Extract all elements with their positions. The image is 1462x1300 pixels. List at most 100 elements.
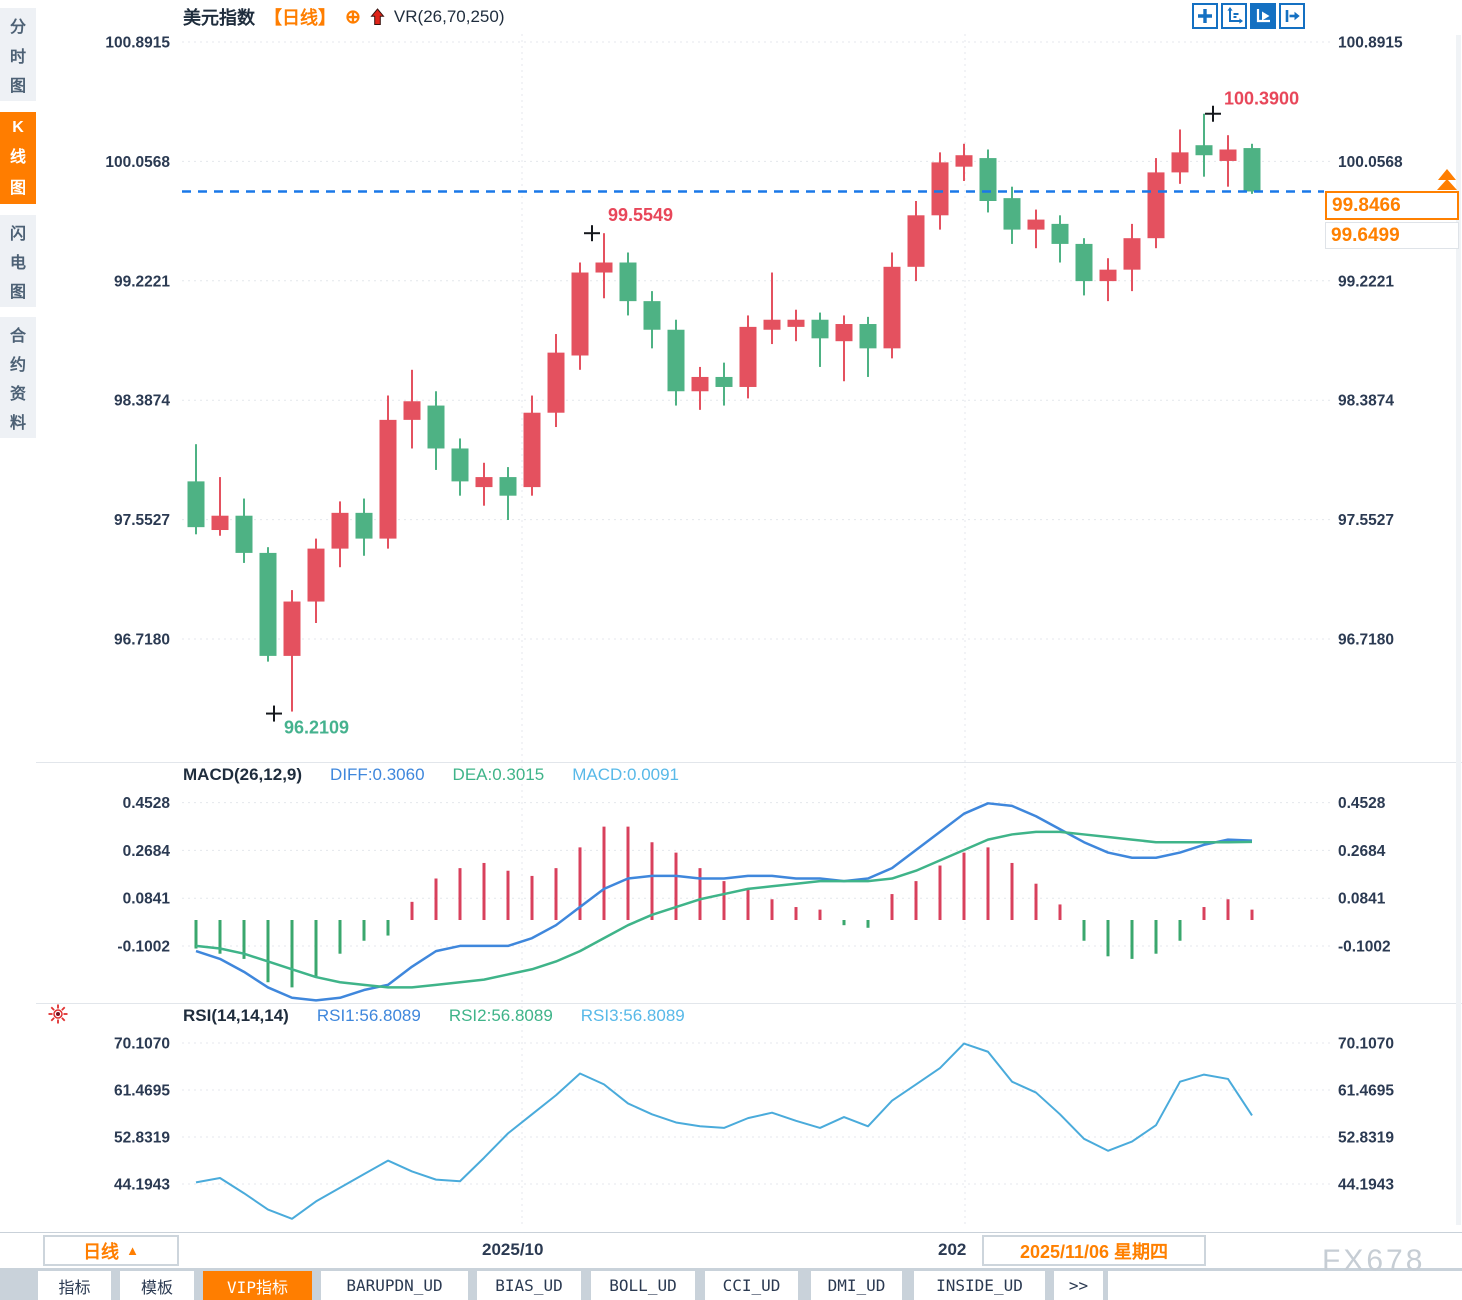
time-axis-row: 日线 ▲ 2025/10 202 2025/11/06 星期四 — [0, 1232, 1462, 1268]
period-label[interactable]: 【日线】 — [264, 8, 336, 28]
y-tick-left: 97.5527 — [114, 512, 170, 529]
sidebar-tab-char: 线 — [9, 149, 26, 166]
sidebar-tab-char: 分 — [9, 19, 26, 37]
axis-adjust-icon[interactable] — [1221, 3, 1247, 29]
cursor-date-box: 2025/11/06 星期四 — [982, 1235, 1206, 1266]
y-tick-left: 0.0841 — [123, 891, 171, 908]
macd-legend: MACD(26,12,9) DIFF:0.3060 DEA:0.3015 MACD:… — [183, 765, 679, 785]
candle-body-41 — [1171, 152, 1189, 173]
macd-legend-item-3: MACD:0.0091 — [572, 765, 680, 784]
pan-crosshair-icon[interactable] — [1192, 3, 1218, 29]
alarm-icon[interactable] — [48, 1004, 68, 1024]
candle-body-31 — [931, 162, 949, 216]
candle-body-39 — [1123, 238, 1141, 270]
candle-body-30 — [907, 215, 925, 267]
y-tick-right: 0.4528 — [1338, 795, 1386, 812]
y-tick-right: 99.2221 — [1338, 273, 1394, 290]
annotation-label: 100.3900 — [1224, 89, 1299, 109]
y-tick-left: 70.1070 — [114, 1036, 170, 1053]
candle-body-17 — [595, 262, 613, 273]
sidebar-tab-4[interactable]: 合约资料 — [0, 317, 36, 438]
macd-dea-line — [195, 830, 1253, 989]
sidebar-tab-char: K — [12, 118, 24, 136]
candle-body-42 — [1195, 145, 1213, 156]
y-tick-left: 96.7180 — [114, 632, 170, 649]
previous-price-tag: 99.6499 — [1325, 222, 1459, 249]
watermark: FX678 — [1322, 1244, 1426, 1277]
bottom-tab-barupdn_ud[interactable]: BARUPDN_UD — [321, 1271, 468, 1300]
macd-legend-item-2: DEA:0.3015 — [452, 765, 545, 784]
candle-body-37 — [1075, 243, 1093, 282]
y-tick-left: 100.0568 — [105, 154, 170, 171]
price-marker-arrows — [1437, 169, 1457, 190]
annotation-96.2109: 96.2109 — [266, 705, 349, 738]
y-tick-left: 44.1943 — [114, 1177, 170, 1194]
chart-canvas[interactable]: 100.8915 100.8915 100.0568 100.0568 99.2221 9… — [0, 0, 1462, 1232]
macd-legend-item-1: DIFF:0.3060 — [330, 765, 425, 784]
macd-diff-line — [195, 802, 1253, 1002]
y-tick-right: 100.0568 — [1338, 154, 1403, 171]
y-tick-left: 99.2221 — [114, 273, 170, 290]
period-selector[interactable]: 日线 ▲ — [43, 1235, 179, 1266]
candle-body-26 — [811, 319, 829, 339]
candle-body-10 — [427, 405, 445, 449]
annotation-label: 99.5549 — [608, 205, 673, 225]
chart-header: 美元指数 【日线】 ⊕ VR(26,70,250) — [183, 3, 505, 31]
bottom-tab-cci_ud[interactable]: CCI_UD — [705, 1271, 798, 1300]
y-tick-right: 0.2684 — [1338, 843, 1386, 860]
bottom-tab-inside_ud[interactable]: INSIDE_UD — [914, 1271, 1045, 1300]
candle-body-18 — [619, 262, 637, 302]
rsi-panel — [48, 1004, 1253, 1220]
candle-body-38 — [1099, 269, 1117, 282]
auto-follow-icon[interactable] — [1250, 3, 1276, 29]
candle-body-7 — [355, 512, 373, 539]
bottom-tab-dmi_ud[interactable]: DMI_UD — [811, 1271, 902, 1300]
bottom-tab-boll_ud[interactable]: BOLL_UD — [591, 1271, 695, 1300]
y-tick-right: 52.8319 — [1338, 1130, 1394, 1147]
sidebar-tab-char: 图 — [9, 179, 26, 197]
sidebar-tab-3[interactable]: 闪电图 — [0, 215, 36, 307]
period-selector-label: 日线 — [83, 1241, 120, 1262]
bottom-tab-vip[interactable]: VIP指标 — [203, 1271, 312, 1300]
annotation-label: 96.2109 — [284, 718, 349, 738]
candle-body-22 — [715, 376, 733, 387]
axis-date-label-1: 2025/10 — [482, 1240, 544, 1259]
period-selector-arrow-icon: ▲ — [126, 1243, 139, 1258]
add-indicator-icon[interactable]: ⊕ — [345, 6, 361, 28]
sidebar-tab-char: 闪 — [9, 226, 26, 243]
candle-body-43 — [1219, 149, 1237, 161]
annotation-100.3900: 100.3900 — [1205, 89, 1299, 122]
candle-body-27 — [835, 324, 853, 342]
sidebar-tab-char: 电 — [9, 255, 26, 272]
jump-to-latest-icon[interactable] — [1279, 3, 1305, 29]
y-tick-left: 0.2684 — [123, 843, 171, 860]
y-tick-left: 52.8319 — [114, 1130, 170, 1147]
candle-body-0 — [187, 481, 205, 528]
candle-body-11 — [451, 448, 469, 482]
bottom-tab-[interactable]: 指标 — [38, 1271, 111, 1300]
bottom-tab-bias_ud[interactable]: BIAS_UD — [477, 1271, 581, 1300]
candle-body-3 — [259, 552, 277, 656]
candle-body-13 — [499, 477, 517, 496]
current-price-tag: 99.8466 — [1325, 191, 1459, 220]
candle-body-40 — [1147, 172, 1165, 239]
candle-body-23 — [739, 326, 757, 387]
y-tick-right: 100.8915 — [1338, 35, 1403, 52]
red-up-arrow-icon — [370, 8, 385, 26]
candle-body-36 — [1051, 223, 1069, 244]
candle-body-8 — [379, 419, 397, 539]
vr-indicator-label: VR(26,70,250) — [393, 7, 505, 26]
sidebar-tab-char: 时 — [9, 48, 26, 66]
candle-body-9 — [403, 401, 421, 420]
sidebar-tab-1[interactable]: 分时图 — [0, 8, 36, 101]
gridlines — [36, 34, 1462, 1228]
bottom-tab->>[interactable]: >> — [1054, 1271, 1103, 1300]
y-tick-right: 97.5527 — [1338, 512, 1394, 529]
y-tick-left: -0.1002 — [117, 938, 170, 955]
rsi-legend-item-2: RSI2:56.8089 — [448, 1006, 553, 1025]
candle-body-44 — [1243, 148, 1261, 192]
bottom-tab-[interactable]: 模板 — [120, 1271, 194, 1300]
y-tick-right: -0.1002 — [1338, 938, 1391, 955]
